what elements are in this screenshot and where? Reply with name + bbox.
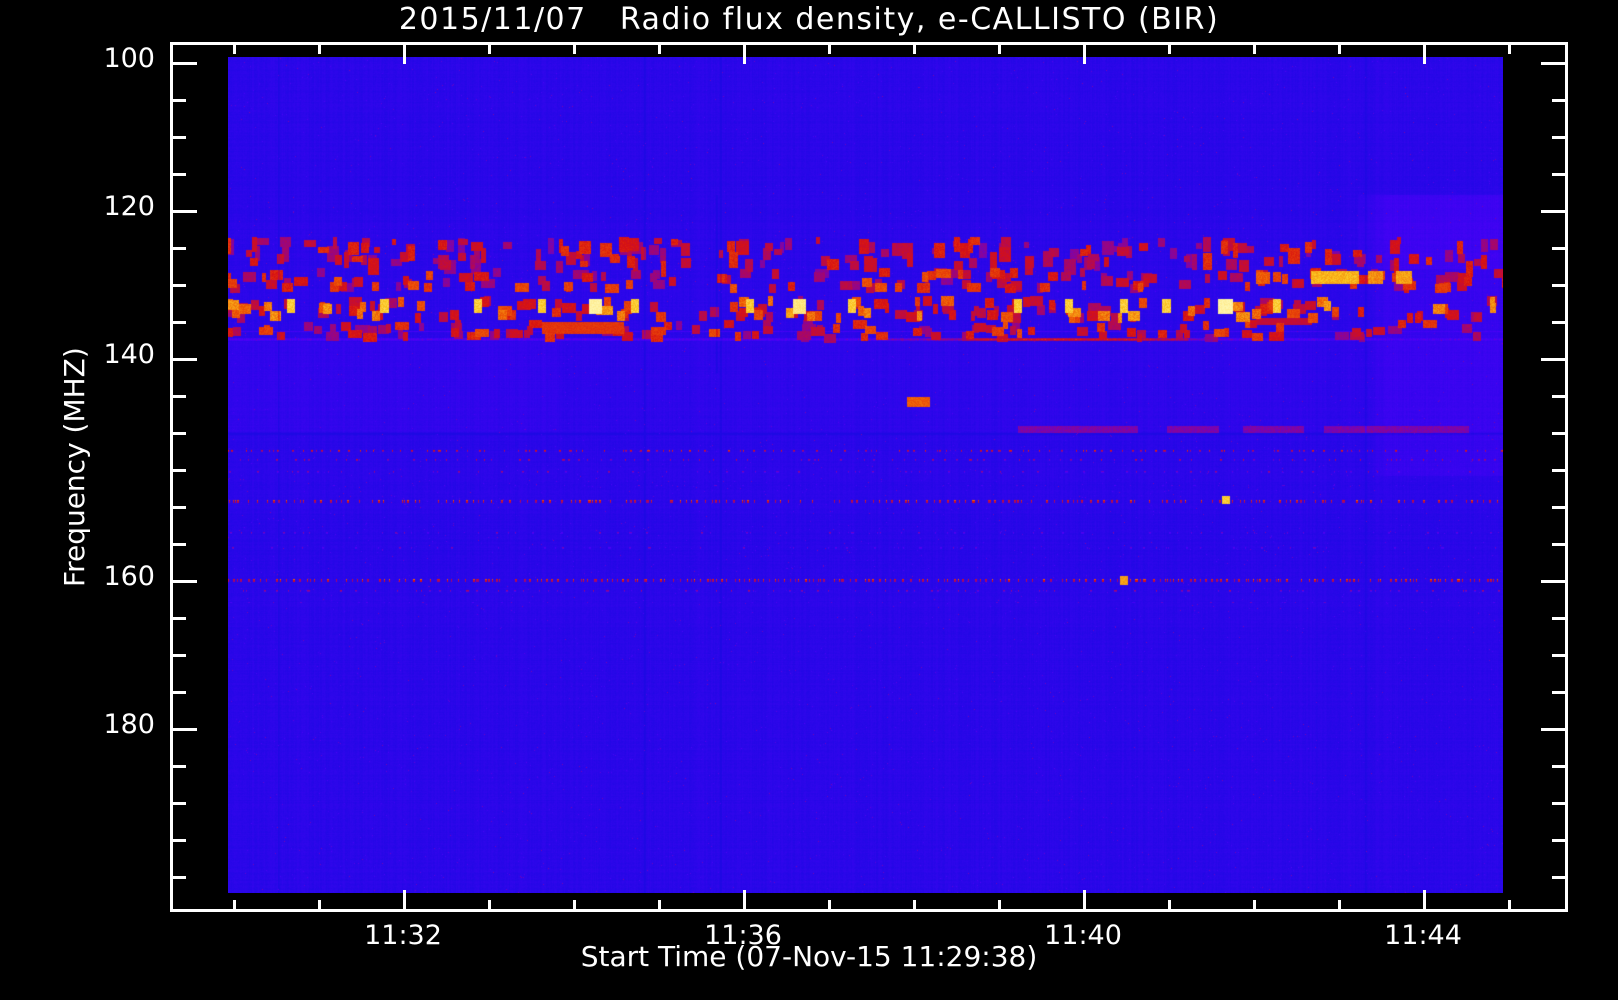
x-major-tick bbox=[403, 890, 406, 912]
y-tick-label: 180 bbox=[103, 709, 155, 740]
x-minor-tick bbox=[573, 42, 576, 54]
y-major-tick bbox=[1541, 62, 1565, 65]
y-minor-tick bbox=[173, 321, 186, 324]
y-minor-tick bbox=[173, 136, 186, 139]
x-minor-tick bbox=[913, 42, 916, 54]
y-minor-tick bbox=[1552, 876, 1565, 879]
y-minor-tick bbox=[173, 765, 186, 768]
x-major-tick bbox=[403, 42, 406, 64]
x-minor-tick bbox=[1508, 42, 1511, 54]
x-major-tick bbox=[1423, 890, 1426, 912]
x-major-tick bbox=[743, 890, 746, 912]
y-minor-tick bbox=[1552, 136, 1565, 139]
y-minor-tick bbox=[1552, 432, 1565, 435]
x-minor-tick bbox=[1338, 42, 1341, 54]
y-minor-tick bbox=[1552, 506, 1565, 509]
y-minor-tick bbox=[1552, 99, 1565, 102]
y-minor-tick bbox=[173, 543, 186, 546]
x-minor-tick bbox=[573, 900, 576, 912]
x-minor-tick bbox=[658, 42, 661, 54]
x-minor-tick bbox=[828, 42, 831, 54]
y-minor-tick bbox=[173, 469, 186, 472]
x-minor-tick bbox=[1253, 900, 1256, 912]
y-minor-tick bbox=[173, 432, 186, 435]
y-minor-tick bbox=[173, 691, 186, 694]
y-minor-tick bbox=[173, 654, 186, 657]
x-minor-tick bbox=[658, 900, 661, 912]
y-minor-tick bbox=[1552, 395, 1565, 398]
y-tick-label: 160 bbox=[103, 561, 155, 592]
y-minor-tick bbox=[1552, 247, 1565, 250]
y-minor-tick bbox=[173, 173, 186, 176]
x-minor-tick bbox=[1168, 900, 1171, 912]
y-major-tick bbox=[173, 728, 197, 731]
y-major-tick bbox=[173, 580, 197, 583]
y-minor-tick bbox=[173, 395, 186, 398]
y-minor-tick bbox=[1552, 543, 1565, 546]
x-major-tick bbox=[1083, 42, 1086, 64]
x-minor-tick bbox=[318, 900, 321, 912]
x-minor-tick bbox=[318, 42, 321, 54]
y-major-tick bbox=[1541, 728, 1565, 731]
spectrogram-raster bbox=[228, 57, 1503, 893]
x-minor-tick bbox=[998, 42, 1001, 54]
y-minor-tick bbox=[1552, 802, 1565, 805]
y-axis-title: Frequency (MHZ) bbox=[58, 347, 91, 587]
x-minor-tick bbox=[828, 900, 831, 912]
x-minor-tick bbox=[233, 900, 236, 912]
x-minor-tick bbox=[998, 900, 1001, 912]
y-minor-tick bbox=[173, 802, 186, 805]
y-major-tick bbox=[173, 358, 197, 361]
y-minor-tick bbox=[173, 617, 186, 620]
x-axis-title: Start Time (07-Nov-15 11:29:38) bbox=[580, 940, 1038, 973]
x-minor-tick bbox=[1508, 900, 1511, 912]
x-major-tick bbox=[1423, 42, 1426, 64]
y-major-tick bbox=[173, 62, 197, 65]
y-major-tick bbox=[1541, 210, 1565, 213]
y-major-tick bbox=[1541, 580, 1565, 583]
y-minor-tick bbox=[1552, 321, 1565, 324]
y-tick-label: 120 bbox=[103, 191, 155, 222]
y-minor-tick bbox=[173, 506, 186, 509]
x-tick-label: 11:44 bbox=[1384, 920, 1462, 951]
y-minor-tick bbox=[1552, 284, 1565, 287]
y-minor-tick bbox=[1552, 765, 1565, 768]
figure-title: 2015/11/07 Radio flux density, e-CALLIST… bbox=[398, 2, 1220, 37]
y-minor-tick bbox=[1552, 839, 1565, 842]
y-tick-label: 140 bbox=[103, 339, 155, 370]
y-minor-tick bbox=[1552, 173, 1565, 176]
x-minor-tick bbox=[913, 900, 916, 912]
y-minor-tick bbox=[1552, 654, 1565, 657]
y-major-tick bbox=[173, 210, 197, 213]
y-major-tick bbox=[1541, 358, 1565, 361]
x-major-tick bbox=[1083, 890, 1086, 912]
x-tick-label: 11:36 bbox=[704, 920, 782, 951]
x-minor-tick bbox=[233, 42, 236, 54]
x-tick-label: 11:32 bbox=[364, 920, 442, 951]
x-tick-label: 11:40 bbox=[1044, 920, 1122, 951]
x-minor-tick bbox=[1338, 900, 1341, 912]
y-minor-tick bbox=[173, 839, 186, 842]
x-minor-tick bbox=[488, 42, 491, 54]
x-minor-tick bbox=[1168, 42, 1171, 54]
y-minor-tick bbox=[1552, 617, 1565, 620]
y-minor-tick bbox=[1552, 469, 1565, 472]
x-minor-tick bbox=[488, 900, 491, 912]
axis-frame bbox=[170, 42, 1568, 912]
y-minor-tick bbox=[173, 284, 186, 287]
y-tick-label: 100 bbox=[103, 43, 155, 74]
x-major-tick bbox=[743, 42, 746, 64]
y-minor-tick bbox=[173, 876, 186, 879]
x-minor-tick bbox=[1253, 42, 1256, 54]
y-minor-tick bbox=[173, 99, 186, 102]
y-minor-tick bbox=[1552, 691, 1565, 694]
y-minor-tick bbox=[173, 247, 186, 250]
